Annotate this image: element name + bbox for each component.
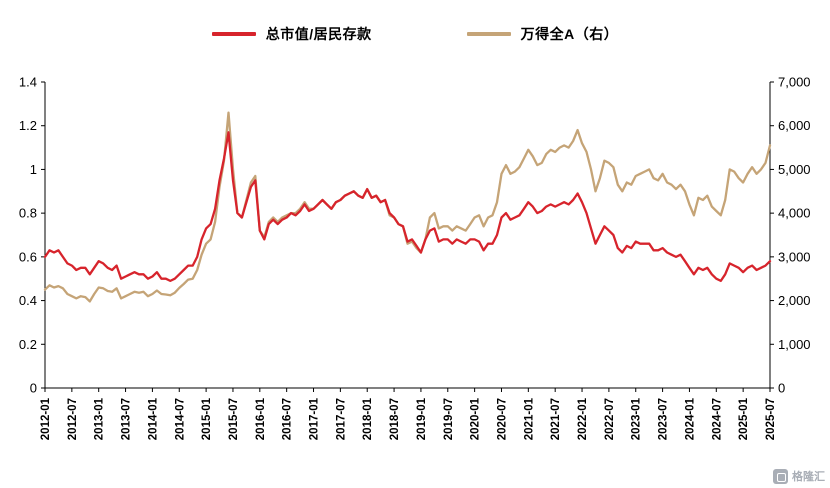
left-axis-tick-label: 1.4: [19, 75, 37, 90]
right-axis-tick-label: 1,000: [778, 337, 811, 352]
right-axis-tick-label: 7,000: [778, 75, 811, 90]
x-axis-tick-label: 2015-01: [201, 397, 213, 440]
x-axis-tick-label: 2020-07: [496, 398, 508, 440]
x-axis-tick-label: 2024-01: [684, 397, 696, 440]
x-axis-tick-label: 2022-07: [604, 398, 616, 440]
legend-item-wind-all-a: 万得全A（右）: [466, 24, 619, 44]
legend-swatch-tan-line: [466, 32, 511, 36]
x-axis-tick-label: 2016-07: [282, 398, 294, 440]
x-axis-tick-label: 2020-01: [470, 397, 482, 440]
right-axis-tick-label: 2,000: [778, 293, 811, 308]
left-axis-tick-label: 0.6: [19, 249, 37, 264]
x-axis-tick-label: 2012-01: [40, 397, 52, 440]
x-axis-tick-label: 2019-01: [416, 397, 428, 440]
x-axis-tick-label: 2013-01: [94, 397, 106, 440]
x-axis-tick-label: 2018-07: [389, 398, 401, 440]
x-axis-tick-label: 2023-07: [658, 398, 670, 440]
right-axis-tick-label: 0: [778, 381, 785, 396]
x-axis-tick-label: 2017-01: [309, 397, 321, 440]
x-axis-tick-label: 2014-07: [174, 398, 186, 440]
left-axis-tick-label: 0.2: [19, 337, 37, 352]
x-axis-tick-label: 2021-07: [550, 398, 562, 440]
legend-label-market-cap-ratio: 总市值/居民存款: [265, 26, 372, 42]
legend-swatch-red-line: [211, 32, 256, 36]
x-axis-tick-label: 2025-07: [765, 398, 777, 440]
right-axis-tick-label: 6,000: [778, 118, 811, 133]
x-axis-tick-label: 2017-07: [335, 398, 347, 440]
x-axis-tick-label: 2015-07: [228, 398, 240, 440]
x-axis-tick-label: 2012-07: [67, 398, 79, 440]
x-axis-tick-label: 2023-01: [631, 397, 643, 440]
x-axis-tick-label: 2018-01: [362, 397, 374, 440]
right-axis-tick-label: 3,000: [778, 249, 811, 264]
legend-item-market-cap-ratio: 总市值/居民存款: [211, 24, 372, 44]
legend: 总市值/居民存款 万得全A（右）: [0, 24, 830, 44]
left-axis-tick-label: 0.8: [19, 206, 37, 221]
right-axis-tick-label: 5,000: [778, 162, 811, 177]
x-axis-tick-label: 2022-01: [577, 397, 589, 440]
x-axis-tick-label: 2016-01: [255, 397, 267, 440]
series-line-market-cap-ratio: [43, 131, 772, 283]
gelonghui-logo-text: 格隆汇: [792, 471, 825, 483]
series-line-wind-all-a: [43, 111, 772, 303]
right-axis-tick-label: 4,000: [778, 206, 811, 221]
left-axis-tick-label: 1.2: [19, 118, 37, 133]
gelonghui-watermark: 格隆汇: [773, 468, 825, 484]
x-axis-tick-label: 2025-01: [738, 397, 750, 440]
legend-label-wind-all-a: 万得全A（右）: [520, 26, 619, 42]
x-axis-tick-label: 2013-07: [121, 398, 133, 440]
x-axis-tick-label: 2014-01: [147, 397, 159, 440]
x-axis-tick-label: 2021-01: [523, 397, 535, 440]
left-axis-tick-label: 0.4: [19, 293, 37, 308]
gelonghui-logo-icon: [773, 468, 788, 484]
x-axis-tick-label: 2024-07: [711, 398, 723, 440]
left-axis-tick-label: 0: [30, 381, 37, 396]
left-axis-tick-label: 1: [30, 162, 37, 177]
x-axis-tick-label: 2019-07: [443, 398, 455, 440]
